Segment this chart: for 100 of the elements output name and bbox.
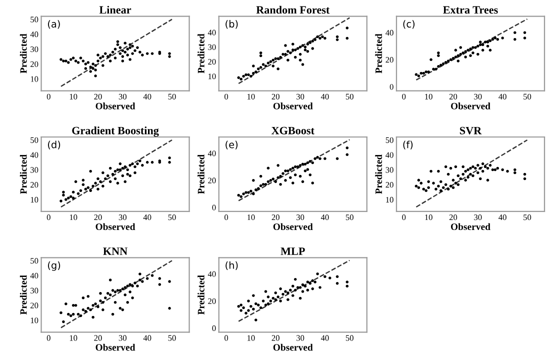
point — [86, 306, 90, 310]
point — [168, 52, 171, 55]
point — [346, 26, 349, 30]
y-axis-title: Predicted — [20, 34, 27, 74]
point — [279, 183, 282, 186]
point — [247, 73, 250, 76]
point — [118, 52, 122, 55]
point — [272, 178, 275, 180]
point — [262, 183, 265, 186]
point — [131, 284, 134, 288]
point — [121, 55, 124, 58]
point — [318, 157, 322, 160]
point — [104, 177, 107, 180]
point — [452, 178, 455, 182]
point — [449, 184, 452, 188]
x-tick-label: 40 — [498, 94, 506, 100]
point — [462, 52, 464, 54]
point — [318, 286, 322, 289]
point — [481, 162, 484, 166]
point — [252, 72, 255, 75]
y-tick-label: 40 — [386, 152, 394, 158]
x-tick-label: 50 — [524, 214, 532, 220]
point — [128, 164, 132, 167]
chart-title: SVR — [460, 126, 482, 134]
point — [472, 52, 474, 54]
point — [131, 52, 134, 55]
annotation: (d) — [48, 140, 60, 150]
point — [311, 47, 314, 50]
point — [430, 58, 432, 62]
point — [146, 277, 149, 280]
point — [259, 66, 262, 69]
y-tick-label: 40 — [30, 32, 38, 38]
point — [252, 192, 255, 196]
point — [244, 73, 248, 76]
point — [74, 180, 78, 184]
x-tick-label: 10 — [425, 214, 432, 220]
x-tick-label: 0 — [224, 214, 228, 220]
point — [168, 160, 171, 164]
point — [128, 46, 132, 50]
y-axis-title: Predicted — [20, 154, 27, 194]
point — [99, 56, 102, 60]
point — [318, 36, 322, 40]
point — [501, 168, 504, 172]
point — [306, 42, 310, 46]
point — [437, 54, 440, 57]
point — [266, 62, 270, 64]
x-axis-title: Observed — [273, 344, 313, 351]
point — [478, 40, 482, 44]
y-tick-label: 40 — [386, 30, 394, 36]
point — [89, 308, 92, 312]
point — [464, 50, 467, 53]
point — [114, 300, 117, 304]
point — [417, 186, 420, 190]
point — [259, 54, 262, 58]
chart-title: MLP — [280, 248, 305, 255]
point — [96, 54, 100, 56]
point — [440, 64, 442, 66]
y-tick-label: 0 — [212, 325, 216, 332]
point — [481, 170, 484, 173]
chart-title: KNN — [103, 248, 128, 255]
x-tick-label: 20 — [272, 94, 280, 100]
point — [442, 186, 445, 190]
y-tick-label: 30 — [30, 288, 38, 294]
point — [250, 190, 252, 193]
x-tick-label: 40 — [143, 335, 152, 341]
y-tick-label: 40 — [208, 150, 216, 156]
point — [514, 171, 516, 174]
point — [316, 35, 319, 38]
point — [128, 58, 132, 61]
point — [72, 190, 75, 194]
point — [134, 282, 136, 284]
point — [289, 168, 292, 171]
chart-title: Linear — [99, 6, 132, 14]
point — [150, 52, 154, 55]
point — [94, 68, 97, 72]
point — [478, 177, 482, 180]
point — [316, 272, 319, 276]
point — [116, 40, 120, 44]
point — [279, 287, 282, 290]
point — [146, 52, 149, 55]
x-tick-label: 10 — [248, 214, 255, 220]
y-tick-label: 10 — [30, 196, 38, 203]
point — [84, 67, 88, 70]
point — [134, 49, 136, 52]
point — [420, 182, 423, 185]
point — [114, 290, 117, 294]
point — [314, 157, 316, 160]
point — [141, 280, 144, 283]
point — [128, 174, 132, 178]
point — [111, 312, 114, 316]
point — [437, 52, 440, 54]
chart-title: Random Forest — [256, 6, 330, 14]
point — [99, 299, 102, 302]
x-tick-label: 40 — [320, 94, 329, 100]
point — [126, 54, 129, 56]
point — [311, 40, 314, 43]
point — [476, 52, 480, 56]
point — [523, 31, 526, 34]
point — [432, 182, 435, 185]
point — [304, 169, 307, 172]
